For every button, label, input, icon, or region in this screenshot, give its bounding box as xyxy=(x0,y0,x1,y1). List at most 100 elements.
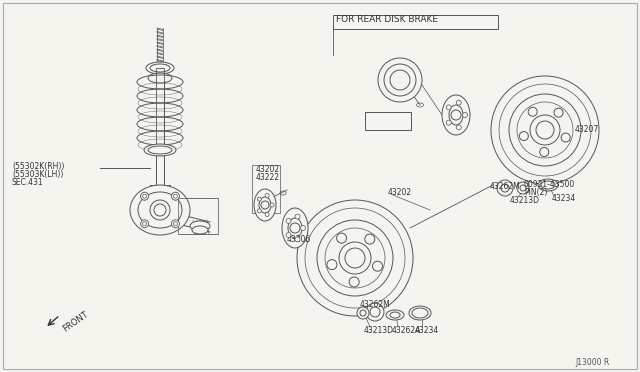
Text: 43222: 43222 xyxy=(256,173,280,182)
Ellipse shape xyxy=(409,306,431,320)
Text: SEC.431: SEC.431 xyxy=(12,178,44,187)
Text: FOR REAR DISK BRAKE: FOR REAR DISK BRAKE xyxy=(336,15,438,24)
Text: FRONT: FRONT xyxy=(61,310,90,334)
Circle shape xyxy=(265,212,269,217)
Ellipse shape xyxy=(442,95,470,135)
Circle shape xyxy=(519,132,529,141)
Ellipse shape xyxy=(150,64,170,72)
Circle shape xyxy=(540,147,548,157)
Circle shape xyxy=(295,237,300,242)
Ellipse shape xyxy=(259,197,271,213)
Circle shape xyxy=(520,185,526,191)
Circle shape xyxy=(491,76,599,184)
Circle shape xyxy=(451,110,461,120)
Circle shape xyxy=(325,228,385,288)
Circle shape xyxy=(172,220,179,228)
Text: 43207: 43207 xyxy=(575,125,599,134)
Circle shape xyxy=(301,225,305,231)
Bar xyxy=(333,15,498,29)
Circle shape xyxy=(370,307,380,317)
Circle shape xyxy=(270,203,274,207)
Circle shape xyxy=(384,64,416,96)
Circle shape xyxy=(365,234,375,244)
Text: 43234: 43234 xyxy=(415,326,439,335)
Circle shape xyxy=(390,70,410,90)
Circle shape xyxy=(143,222,147,226)
Circle shape xyxy=(509,94,581,166)
Text: (55302K(RH)): (55302K(RH)) xyxy=(12,162,65,171)
Circle shape xyxy=(497,180,513,196)
Ellipse shape xyxy=(412,308,428,318)
Circle shape xyxy=(286,218,291,224)
Ellipse shape xyxy=(386,310,404,320)
Text: PIN(2): PIN(2) xyxy=(524,188,547,197)
Circle shape xyxy=(173,222,177,226)
Circle shape xyxy=(528,107,537,116)
Bar xyxy=(156,155,164,185)
Circle shape xyxy=(345,248,365,268)
Ellipse shape xyxy=(148,73,172,83)
Circle shape xyxy=(446,120,451,125)
Bar xyxy=(156,155,164,185)
Bar xyxy=(252,165,280,213)
Ellipse shape xyxy=(390,312,400,318)
Text: 43234: 43234 xyxy=(552,194,576,203)
Text: 00921-43500: 00921-43500 xyxy=(524,180,575,189)
Bar xyxy=(365,112,411,130)
Circle shape xyxy=(357,307,369,319)
Ellipse shape xyxy=(449,105,463,125)
Bar xyxy=(178,198,218,234)
Ellipse shape xyxy=(538,179,558,191)
Circle shape xyxy=(456,125,461,130)
Text: 43202: 43202 xyxy=(256,165,280,174)
Circle shape xyxy=(463,112,467,118)
Circle shape xyxy=(290,223,300,233)
Text: 43202: 43202 xyxy=(388,188,412,197)
Text: 43262A: 43262A xyxy=(392,326,421,335)
Ellipse shape xyxy=(148,146,172,154)
Circle shape xyxy=(337,233,347,243)
Bar xyxy=(156,68,164,195)
Circle shape xyxy=(456,100,461,105)
Circle shape xyxy=(154,204,166,216)
Circle shape xyxy=(446,105,451,110)
Bar xyxy=(156,68,164,195)
Circle shape xyxy=(172,192,179,200)
Ellipse shape xyxy=(541,181,555,189)
Ellipse shape xyxy=(192,226,208,234)
Text: 43262M: 43262M xyxy=(360,300,391,309)
Ellipse shape xyxy=(146,62,174,74)
Circle shape xyxy=(317,220,393,296)
Circle shape xyxy=(360,310,366,316)
Circle shape xyxy=(305,208,405,308)
Ellipse shape xyxy=(138,192,182,228)
Ellipse shape xyxy=(254,189,276,221)
Circle shape xyxy=(261,201,269,209)
Text: 43213D: 43213D xyxy=(510,196,540,205)
Circle shape xyxy=(286,232,291,238)
Circle shape xyxy=(143,194,147,198)
Circle shape xyxy=(349,277,359,287)
Circle shape xyxy=(536,121,554,139)
Circle shape xyxy=(150,200,170,220)
Circle shape xyxy=(295,214,300,219)
Ellipse shape xyxy=(130,185,190,235)
Text: (55303K(LH)): (55303K(LH)) xyxy=(12,170,63,179)
Circle shape xyxy=(327,260,337,270)
Ellipse shape xyxy=(144,144,176,156)
Text: J13000 R: J13000 R xyxy=(575,358,609,367)
Circle shape xyxy=(339,242,371,274)
Text: 43206: 43206 xyxy=(287,235,311,244)
Circle shape xyxy=(517,102,573,158)
Circle shape xyxy=(297,200,413,316)
Circle shape xyxy=(530,115,560,145)
Circle shape xyxy=(561,133,570,142)
Circle shape xyxy=(366,303,384,321)
Circle shape xyxy=(173,194,177,198)
Circle shape xyxy=(501,184,509,192)
Circle shape xyxy=(517,182,529,194)
Text: 43222: 43222 xyxy=(373,121,397,130)
Circle shape xyxy=(257,197,261,201)
Text: 43262M: 43262M xyxy=(490,182,521,191)
Ellipse shape xyxy=(288,218,302,238)
